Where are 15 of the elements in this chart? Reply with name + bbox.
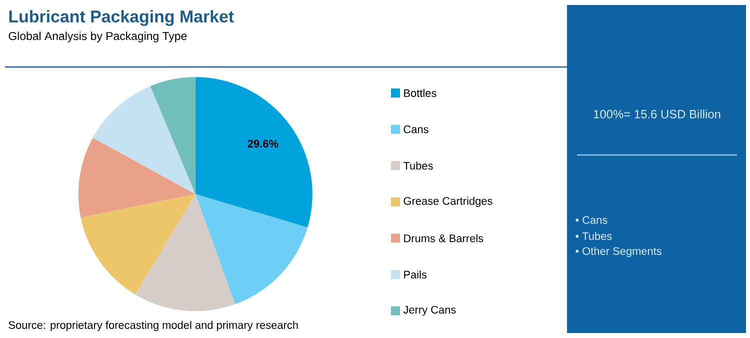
legend-label: Drums & Barrels xyxy=(404,234,484,242)
text: • Tubes xyxy=(576,232,612,240)
source-note: Source: proprietary forecasting model and primary research xyxy=(8,320,298,332)
chart-title: Lubricant Packaging Market xyxy=(9,10,234,26)
text: • Cans xyxy=(576,216,608,224)
legend-label: Bottles xyxy=(404,88,436,98)
text: 100%= 15.6 USD Billion xyxy=(594,110,720,118)
legend-label: Cans xyxy=(404,125,428,134)
legend-label: Grease Cartridges xyxy=(404,196,492,207)
chart-subtitle: Global Analysis by Packaging Type xyxy=(8,32,187,42)
data-label: 29.6% xyxy=(248,140,278,148)
legend-label: Jerry Cans xyxy=(403,306,456,316)
text: • Other Segments xyxy=(576,246,662,258)
legend-label: Pails xyxy=(404,270,427,279)
legend-label: Tubes xyxy=(403,162,433,170)
